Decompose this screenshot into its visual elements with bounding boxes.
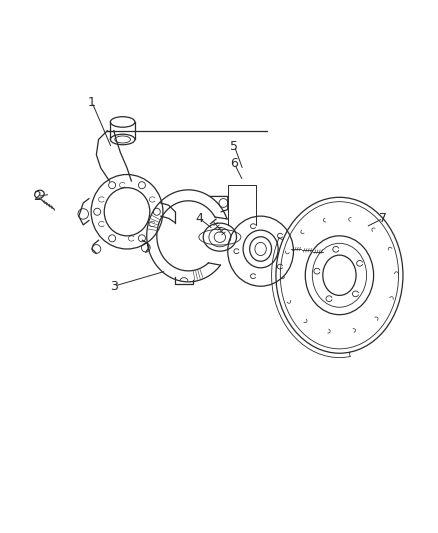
Text: 2: 2 <box>33 190 41 203</box>
Text: 6: 6 <box>230 157 238 170</box>
Text: 4: 4 <box>195 212 203 225</box>
Text: 5: 5 <box>230 140 238 152</box>
Text: 7: 7 <box>379 212 387 225</box>
Text: 3: 3 <box>110 280 118 293</box>
Text: 1: 1 <box>88 96 96 109</box>
